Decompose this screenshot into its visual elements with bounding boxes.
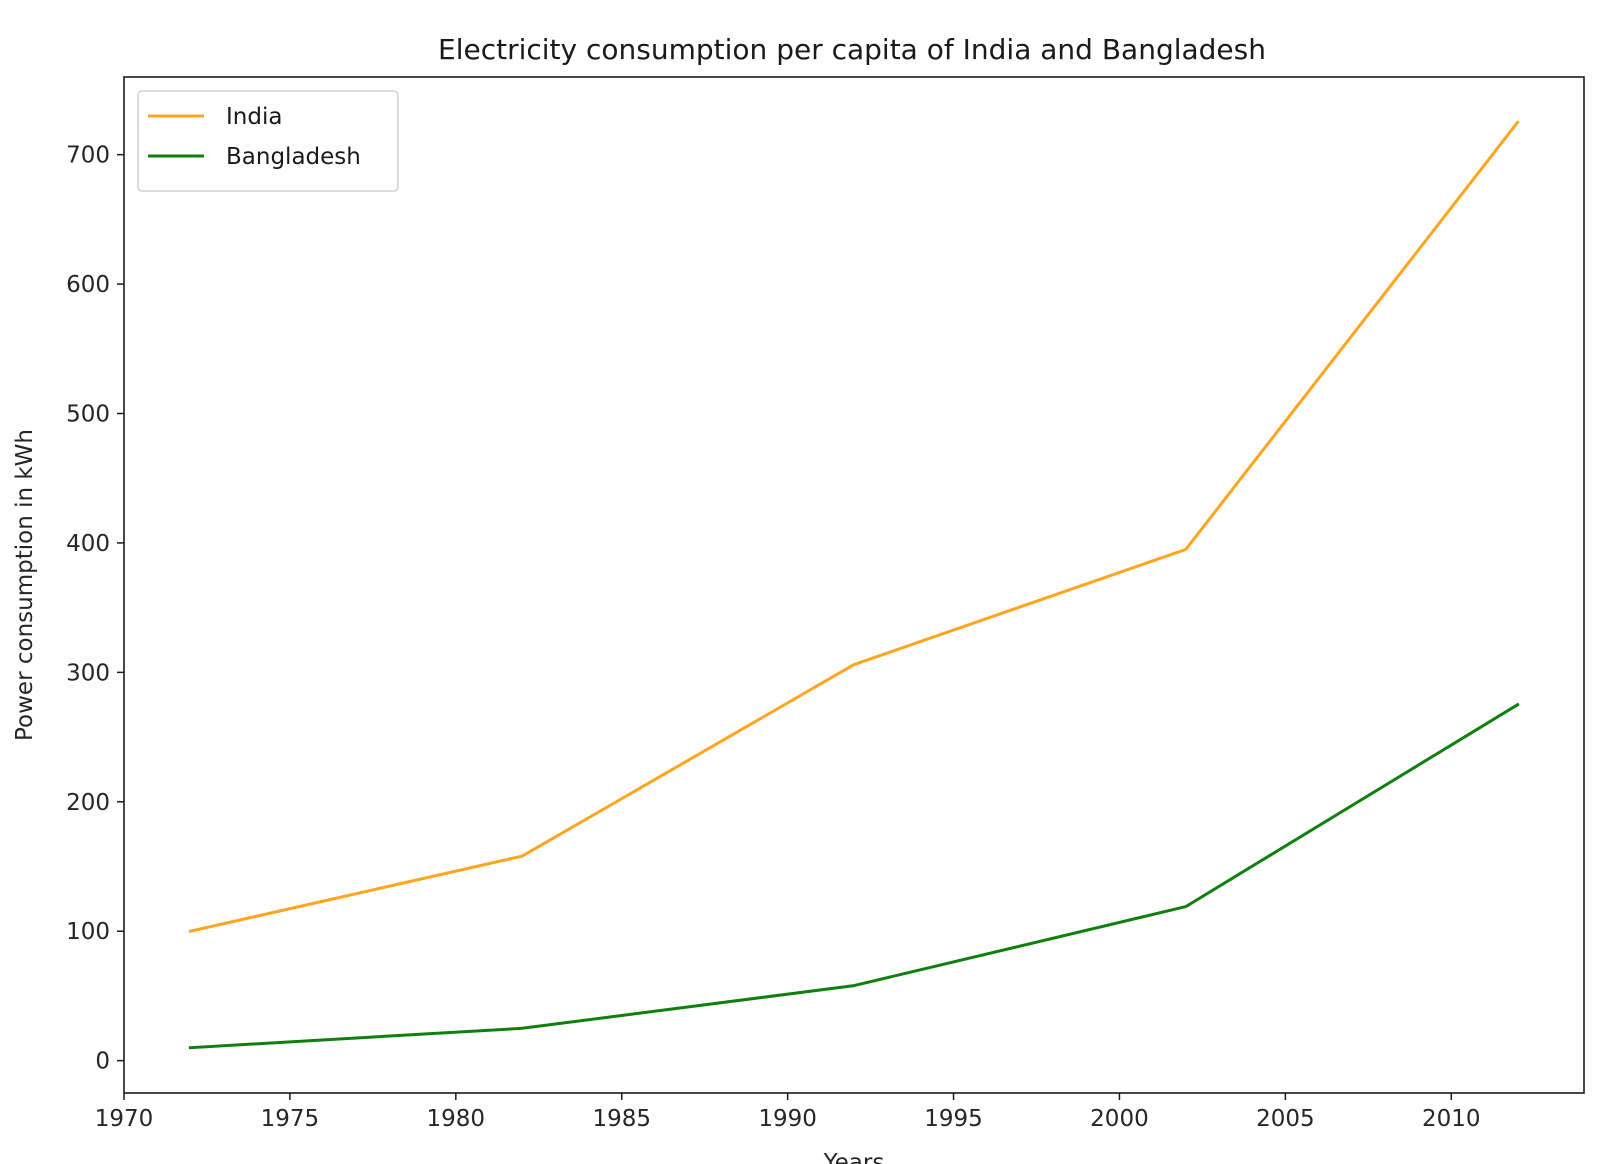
series-line-india bbox=[188, 120, 1520, 933]
x-tick-label: 1990 bbox=[758, 1106, 817, 1132]
plot-frame bbox=[123, 76, 1585, 1094]
y-tick-label: 300 bbox=[66, 660, 110, 686]
x-axis-title: Years bbox=[823, 1150, 885, 1164]
series-layer bbox=[188, 120, 1520, 1050]
y-tick-label: 0 bbox=[95, 1049, 110, 1075]
x-tick-label: 1985 bbox=[592, 1106, 651, 1132]
x-tick-label: 1970 bbox=[95, 1106, 154, 1132]
x-tick-label: 2000 bbox=[1090, 1106, 1149, 1132]
x-tick-label: 1995 bbox=[924, 1106, 983, 1132]
x-tick-label: 1975 bbox=[261, 1106, 320, 1132]
legend-label: Bangladesh bbox=[226, 144, 361, 170]
legend: India Bangladesh bbox=[137, 90, 399, 192]
series-line-bangladesh bbox=[188, 702, 1520, 1050]
legend-label: India bbox=[226, 104, 282, 130]
y-tick-label: 400 bbox=[66, 531, 110, 557]
x-tick-label: 2010 bbox=[1422, 1106, 1481, 1132]
y-axis: 0 100 200 300 400 500 600 700 bbox=[66, 143, 124, 1075]
y-axis-title: Power consumption in kWh bbox=[12, 429, 38, 741]
y-tick-label: 100 bbox=[66, 919, 110, 945]
chart-title: Electricity consumption per capita of In… bbox=[438, 33, 1266, 66]
y-tick-label: 500 bbox=[66, 402, 110, 428]
x-axis: 1970 1975 1980 1985 1990 1995 2000 2005 2010 bbox=[95, 1093, 1481, 1132]
x-tick-label: 2005 bbox=[1256, 1106, 1315, 1132]
y-tick-label: 700 bbox=[66, 143, 110, 169]
x-tick-label: 1980 bbox=[427, 1106, 486, 1132]
y-tick-label: 600 bbox=[66, 272, 110, 298]
y-tick-label: 200 bbox=[66, 790, 110, 816]
